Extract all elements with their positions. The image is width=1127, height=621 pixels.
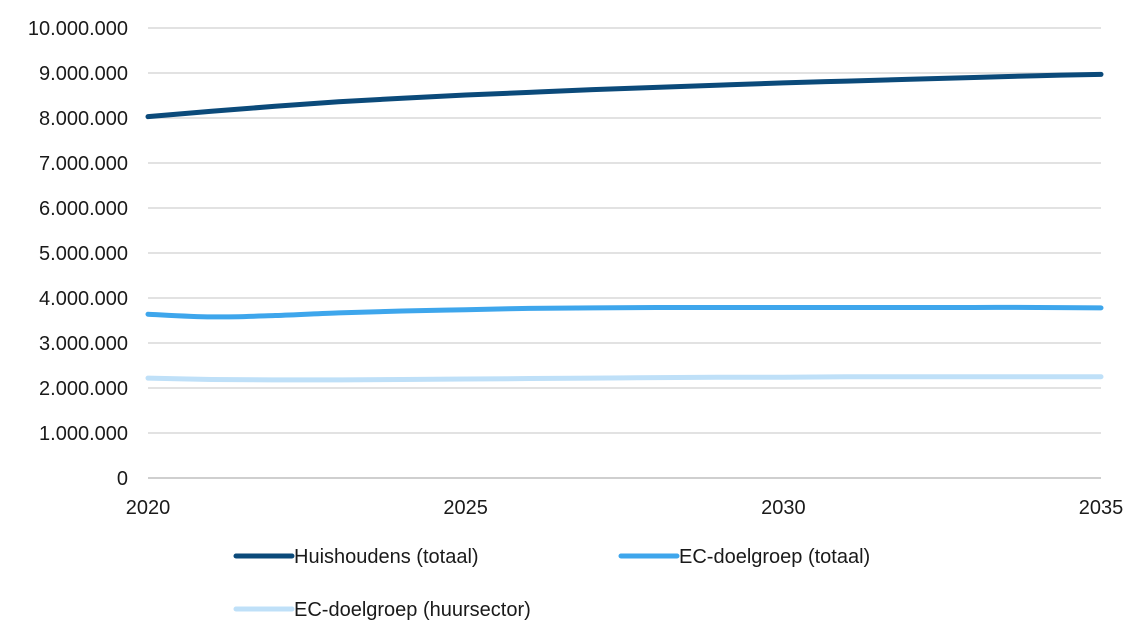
y-tick-label: 6.000.000 [39,198,128,220]
y-tick-label: 10.000.000 [28,18,128,40]
y-tick-label: 0 [117,468,128,490]
legend-item: EC-doelgroep (totaal) [618,546,870,568]
legend-label: EC-doelgroep (huursector) [294,599,531,621]
legend-label: Huishoudens (totaal) [294,546,479,568]
series-line-2 [145,304,1104,320]
legend: Huishoudens (totaal) EC-doelgroep (totaal… [233,546,870,621]
y-tick-label: 1.000.000 [39,423,128,445]
legend-item: EC-doelgroep (huursector) [233,599,531,621]
legend-item: Huishoudens (totaal) [233,546,479,568]
gridlines [148,27,1101,479]
legend-label: EC-doelgroep (totaal) [679,546,870,568]
y-tick-label: 8.000.000 [39,108,128,130]
series-line-1 [145,71,1104,120]
y-tick-label: 4.000.000 [39,288,128,310]
series-lines [145,71,1104,383]
y-axis: 0 1.000.000 2.000.000 3.000.000 4.000.000 5.0… [28,18,128,490]
x-tick-label: 2020 [126,497,171,519]
y-tick-label: 3.000.000 [39,333,128,355]
series-line-3 [145,374,1104,383]
x-tick-label: 2035 [1079,497,1124,519]
x-tick-label: 2030 [761,497,806,519]
x-tick-label: 2025 [443,497,488,519]
y-tick-label: 7.000.000 [39,153,128,175]
y-tick-label: 2.000.000 [39,378,128,400]
x-axis: 2020 2025 2030 2035 [126,497,1124,519]
y-tick-label: 5.000.000 [39,243,128,265]
y-tick-label: 9.000.000 [39,63,128,85]
